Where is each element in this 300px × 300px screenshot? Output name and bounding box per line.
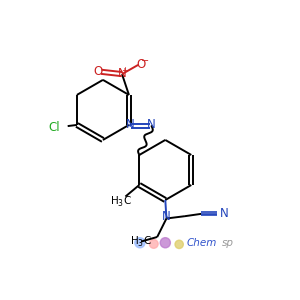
Text: +: + <box>122 66 128 75</box>
Text: C: C <box>124 196 131 206</box>
Text: −: − <box>141 56 149 66</box>
Circle shape <box>175 240 183 248</box>
Text: H: H <box>111 196 119 206</box>
Text: N: N <box>126 118 134 131</box>
Text: O: O <box>94 65 103 78</box>
Text: Cl: Cl <box>48 121 60 134</box>
Text: N: N <box>118 67 126 80</box>
Text: sp: sp <box>222 238 234 248</box>
Circle shape <box>160 238 170 248</box>
Circle shape <box>149 239 158 248</box>
Text: O: O <box>136 58 146 71</box>
Text: C: C <box>143 236 151 246</box>
Text: N: N <box>147 118 156 131</box>
Text: 3: 3 <box>137 239 142 248</box>
Text: H: H <box>130 236 138 246</box>
Text: N: N <box>162 210 171 223</box>
Circle shape <box>135 238 145 248</box>
Text: Chem: Chem <box>186 238 217 248</box>
Text: N: N <box>220 207 229 220</box>
Text: 3: 3 <box>118 199 123 208</box>
